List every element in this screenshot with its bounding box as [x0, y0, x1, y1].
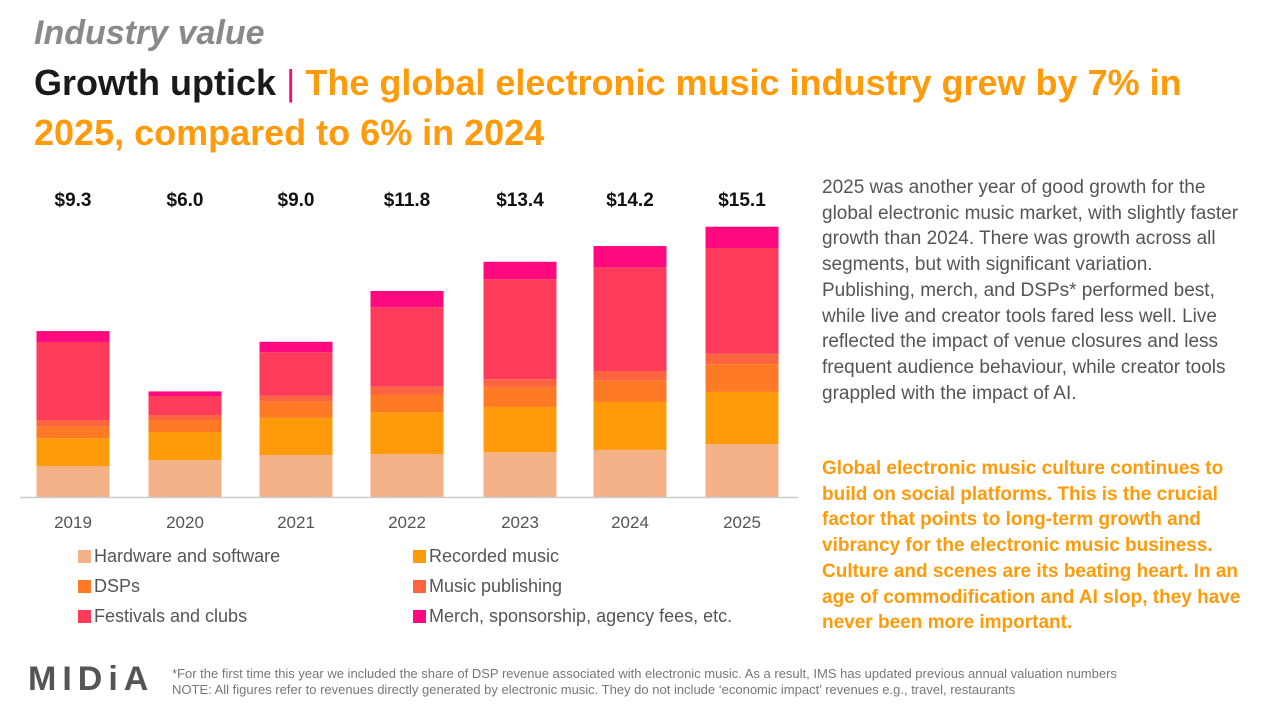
- bar-segment-2025-2: [705, 364, 779, 392]
- bar-segment-2021-2: [259, 401, 333, 418]
- bar-segment-2025-0: [705, 444, 779, 497]
- callout-text: Global electronic music culture continue…: [822, 458, 1241, 634]
- bar-segment-2025-3: [705, 353, 779, 365]
- total-label: $15.1: [718, 190, 766, 211]
- x-tick-label: 2022: [388, 513, 426, 532]
- legend-label: Recorded music: [429, 545, 560, 566]
- x-tick-label: 2021: [277, 513, 315, 532]
- headline-text: The global electronic music industry gre…: [34, 62, 1182, 153]
- legend-swatch: [78, 579, 91, 593]
- headline-separator: |: [286, 62, 296, 103]
- bar-segment-2022-4: [370, 307, 444, 387]
- bar-segment-2020-5: [148, 391, 222, 397]
- legend-item: Hardware and software: [78, 545, 413, 567]
- bar-segment-2019-5: [36, 331, 110, 342]
- legend-label: Music publishing: [429, 575, 563, 596]
- bar-segment-2019-1: [36, 438, 110, 467]
- x-tick-label: 2024: [611, 513, 649, 532]
- legend-label: Festivals and clubs: [94, 605, 248, 626]
- legend-item: Festivals and clubs: [78, 605, 413, 627]
- bar-segment-2021-3: [259, 395, 333, 402]
- bar-segment-2023-0: [483, 452, 557, 497]
- bar-segment-2022-2: [370, 394, 444, 413]
- footnote: *For the first time this year we include…: [172, 666, 1117, 698]
- bar-segment-2025-4: [705, 248, 779, 354]
- bar-segment-2022-0: [370, 454, 444, 497]
- legend-label: Hardware and software: [94, 545, 281, 566]
- legend-label: Merch, sponsorship, agency fees, etc.: [429, 605, 733, 626]
- bar-segment-2023-5: [483, 261, 557, 280]
- midia-logo: MIDiA: [28, 660, 155, 698]
- bar-segment-2024-3: [593, 370, 667, 381]
- bar-segment-2024-5: [593, 246, 667, 268]
- bar-segment-2023-4: [483, 279, 557, 380]
- body-text: 2025 was another year of good growth for…: [822, 177, 1239, 404]
- legend-item: Music publishing: [413, 575, 798, 597]
- total-label: $14.2: [606, 190, 654, 211]
- bar-segment-2019-2: [36, 426, 110, 439]
- total-label: $9.3: [55, 190, 92, 211]
- bar-segment-2023-2: [483, 386, 557, 407]
- total-label: $13.4: [496, 190, 544, 211]
- headline: Growth uptick | The global electronic mu…: [34, 58, 1234, 158]
- bar-segment-2024-2: [593, 380, 667, 402]
- legend-label: DSPs: [94, 575, 141, 596]
- bar-segment-2020-1: [148, 432, 222, 460]
- bar-segment-2024-0: [593, 449, 667, 497]
- headline-lead: Growth uptick: [34, 62, 276, 103]
- x-tick-label: 2020: [166, 513, 204, 532]
- legend-swatch: [413, 549, 426, 563]
- bar-segment-2024-4: [593, 267, 667, 371]
- bar-segment-2019-4: [36, 341, 110, 421]
- bar-segment-2022-1: [370, 412, 444, 455]
- legend-swatch: [78, 549, 91, 563]
- total-label: $9.0: [278, 190, 315, 211]
- legend-swatch: [413, 609, 426, 623]
- bar-segment-2022-3: [370, 386, 444, 395]
- x-tick-label: 2023: [501, 513, 539, 532]
- bar-segment-2023-3: [483, 379, 557, 387]
- bar-segment-2022-5: [370, 290, 444, 308]
- bar-segment-2021-5: [259, 341, 333, 353]
- stacked-bar-chart: $9.3 2019 $6.0 2020 $9.0 2021 $11.8 2022 $13.4 20…: [20, 190, 798, 532]
- bar-segment-2019-0: [36, 466, 110, 497]
- bar-segment-2021-1: [259, 417, 333, 455]
- total-label: $11.8: [384, 190, 431, 211]
- footnote-2: NOTE: All figures refer to revenues dire…: [172, 682, 1016, 697]
- legend-swatch: [413, 579, 426, 593]
- chart-legend: Hardware and software Recorded music DSPs M…: [78, 545, 798, 627]
- bar-segment-2020-0: [148, 459, 222, 497]
- total-label: $6.0: [167, 190, 204, 211]
- kicker: Industry value: [34, 14, 265, 52]
- bar-segment-2025-1: [705, 391, 779, 445]
- bar-segment-2020-3: [148, 415, 222, 421]
- legend-swatch: [78, 609, 91, 623]
- footnote-1: *For the first time this year we include…: [172, 666, 1117, 681]
- x-tick-label: 2019: [54, 513, 92, 532]
- bar-segment-2020-4: [148, 396, 222, 416]
- bar-segment-2023-1: [483, 406, 557, 453]
- bar-segment-2021-4: [259, 352, 333, 396]
- bar-segment-2021-0: [259, 454, 333, 497]
- legend-item: Recorded music: [413, 545, 798, 567]
- legend-item: DSPs: [78, 575, 413, 597]
- bar-segment-2024-1: [593, 401, 667, 450]
- bar-segment-2019-3: [36, 420, 110, 427]
- bar-segment-2025-5: [705, 226, 779, 249]
- x-tick-label: 2025: [723, 513, 761, 532]
- bar-segment-2020-2: [148, 420, 222, 433]
- legend-item: Merch, sponsorship, agency fees, etc.: [413, 605, 798, 627]
